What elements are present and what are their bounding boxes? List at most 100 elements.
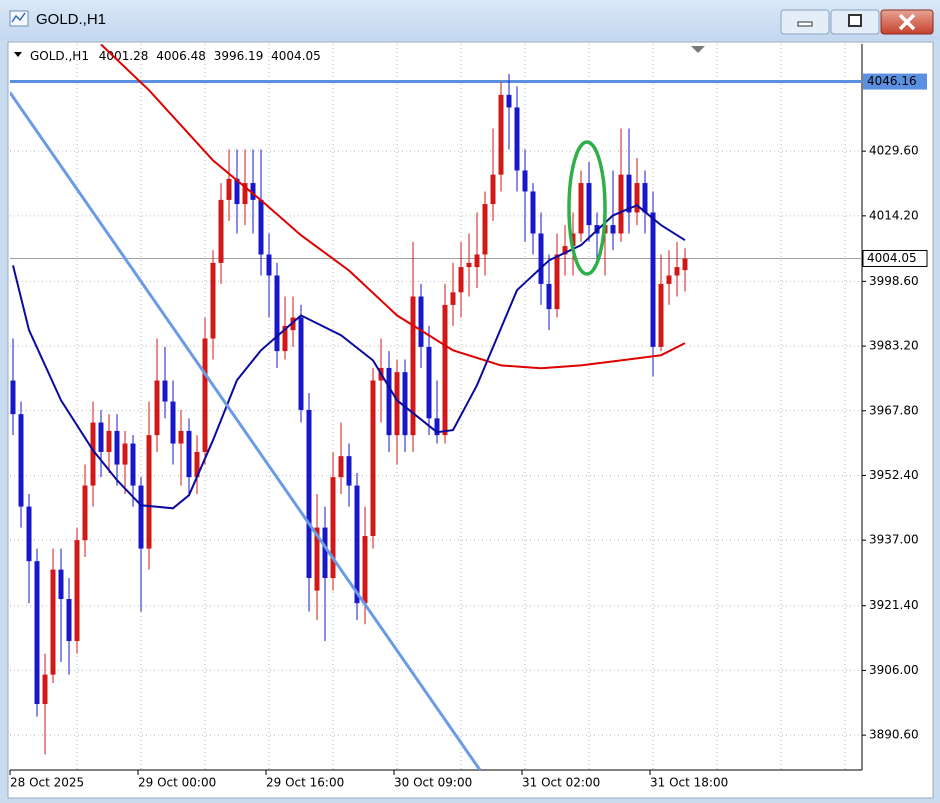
chart-frame: [7, 41, 934, 799]
candle-body: [442, 304, 448, 436]
header-high: 4006.48: [156, 49, 206, 63]
candle-body: [306, 409, 312, 578]
candle-body: [50, 569, 56, 675]
x-tick-label: 29 Oct 00:00: [138, 776, 216, 790]
candle-body: [346, 456, 352, 486]
candle-body: [626, 174, 632, 213]
candle-body: [290, 317, 296, 331]
candle-body: [322, 527, 328, 578]
candle-body: [618, 174, 624, 234]
candle-body: [274, 275, 280, 352]
x-tick-label: 30 Oct 09:00: [394, 776, 472, 790]
candle-body: [514, 107, 520, 171]
candle-body: [186, 430, 192, 478]
price-label-box: [862, 249, 928, 267]
candle-body: [394, 372, 400, 436]
maximize-button[interactable]: [830, 9, 880, 35]
candle-body: [370, 380, 376, 536]
y-tick-label: 4014.20: [869, 208, 919, 222]
candle-body: [314, 527, 320, 591]
y-tick-label: 3937.00: [869, 533, 919, 547]
candle-body: [194, 451, 200, 478]
candle-body: [658, 283, 664, 347]
candle-body: [474, 254, 480, 268]
candle-body: [162, 380, 168, 402]
candle-body: [426, 346, 432, 419]
candle-body: [578, 183, 584, 234]
candle-body: [90, 422, 96, 486]
header-symbol: GOLD.,H1: [30, 49, 89, 63]
candle-body: [506, 94, 512, 108]
candle-body: [666, 275, 672, 284]
y-tick-label: 3906.00: [869, 663, 919, 677]
candle-body: [234, 178, 240, 205]
candle-body: [450, 292, 456, 305]
candle-body: [42, 674, 48, 705]
candle-body: [202, 338, 208, 452]
candle-body: [82, 485, 88, 541]
level-label-box: [863, 73, 927, 90]
candle-body: [530, 191, 536, 234]
candle-body: [682, 258, 688, 271]
window-icon-graph: [11, 12, 26, 23]
candle-body: [98, 422, 104, 452]
overlay-line: [12, 204, 686, 510]
x-tick-label: 28 Oct 2025: [10, 776, 84, 790]
candle-body: [18, 414, 24, 507]
candle-body: [650, 212, 656, 347]
shift-marker: [691, 46, 705, 53]
level-label: 4046.16: [867, 74, 917, 88]
y-tick-label: 3998.60: [869, 274, 919, 288]
highlight-ellipse: [567, 140, 607, 276]
candle-body: [146, 435, 152, 549]
candle-body: [170, 401, 176, 444]
candle-body: [490, 174, 496, 205]
overlay-line: [10, 91, 482, 770]
candle-body: [362, 535, 368, 604]
overlay-line: [100, 44, 686, 370]
minimize-button[interactable]: [780, 9, 830, 35]
candle-body: [330, 477, 336, 578]
header-open: 4001.28: [99, 49, 149, 63]
candle-body: [434, 418, 440, 436]
candle-body: [546, 283, 552, 310]
candle-body: [554, 254, 560, 310]
candle-body: [418, 296, 424, 347]
candle-body: [410, 296, 416, 436]
candle-body: [338, 456, 344, 478]
candle-body: [386, 367, 392, 436]
header-close: 4004.05: [271, 49, 321, 63]
candle-body: [610, 225, 616, 234]
candle-body: [354, 485, 360, 604]
x-tick-label: 31 Oct 18:00: [650, 776, 728, 790]
candle-body: [10, 380, 16, 415]
candle-body: [458, 267, 464, 293]
y-tick-label: 3890.60: [869, 728, 919, 742]
candle-body: [498, 94, 504, 175]
candle-body: [522, 170, 528, 192]
y-tick-label: 4029.60: [869, 144, 919, 158]
candle-body: [106, 430, 112, 452]
close-button[interactable]: [880, 9, 934, 35]
candle-body: [466, 262, 472, 268]
candle-body: [58, 569, 64, 600]
candle-body: [586, 183, 592, 226]
candle-body: [66, 599, 72, 642]
candle-body: [154, 380, 160, 436]
candle-body: [122, 443, 128, 465]
header-arrow: [14, 52, 22, 57]
candle-body: [226, 178, 232, 200]
window-title: GOLD.,H1: [36, 11, 106, 28]
candle-body: [178, 430, 184, 444]
candle-body: [266, 254, 272, 276]
candle-body: [298, 317, 304, 410]
candle-body: [258, 199, 264, 255]
candle-body: [482, 204, 488, 255]
candle-body: [634, 183, 640, 213]
candle-body: [130, 443, 136, 486]
candle-body: [642, 183, 648, 213]
candle-body: [26, 506, 32, 562]
candle-body: [674, 267, 680, 276]
candle-body: [74, 540, 80, 642]
